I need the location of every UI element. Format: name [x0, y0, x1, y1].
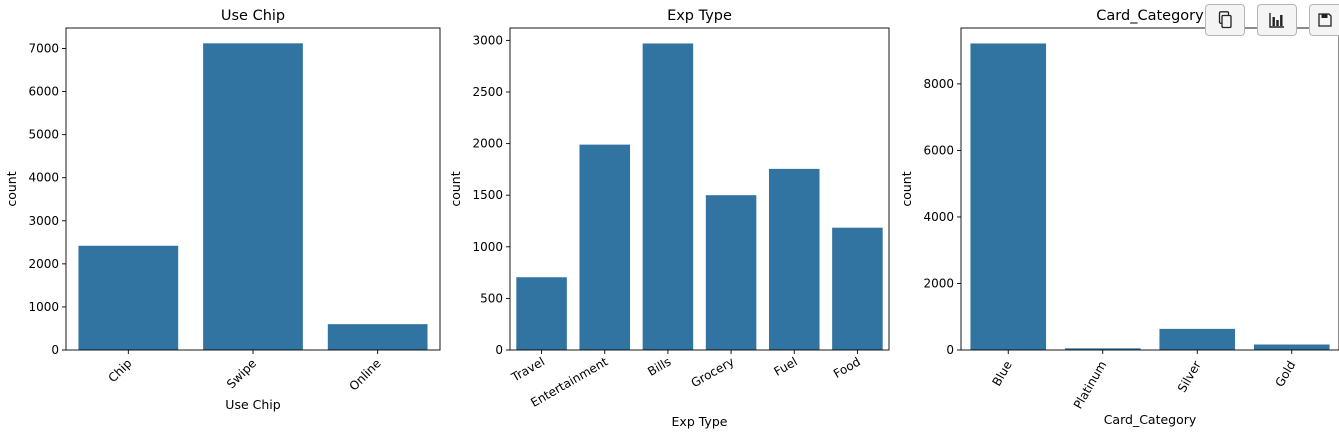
y-tick-label: 5000	[28, 128, 59, 142]
bar-chip	[78, 245, 179, 350]
y-tick-label: 8000	[923, 77, 954, 91]
y-tick-label: 0	[495, 343, 503, 357]
y-tick-label: 500	[480, 291, 503, 305]
chart-title: Use Chip	[221, 8, 285, 24]
y-tick-label: 7000	[28, 42, 59, 56]
bar-platinum	[1064, 348, 1141, 350]
plot-frame	[509, 27, 890, 351]
save-button[interactable]	[1309, 4, 1339, 36]
bar-blue	[970, 43, 1047, 350]
y-tick-label: 3000	[28, 214, 59, 228]
chart-title: Card_Category	[1096, 8, 1204, 24]
y-tick-label: 2000	[28, 257, 59, 271]
plot-frame	[960, 27, 1339, 351]
bar-gold	[1253, 344, 1330, 350]
bar-swipe	[203, 43, 303, 350]
y-tick-label: 1500	[472, 188, 503, 202]
x-axis-label: Use Chip	[225, 397, 280, 412]
x-tick-label-platinum: Platinum	[1071, 359, 1110, 412]
x-axis-label: Card_Category	[1104, 412, 1197, 427]
bar-chart-icon	[1269, 12, 1285, 28]
bar-entertainment	[579, 144, 631, 350]
y-tick-label: 1000	[472, 240, 503, 254]
x-tick-label-food: Food	[831, 354, 863, 381]
bar-bills	[642, 43, 694, 350]
bar-online	[327, 324, 428, 350]
chart-panel-1: 0 1000 2000 3000 4000 5000 6000 7000 Chip Swipe On…	[4, 8, 441, 412]
y-tick-label: 6000	[923, 143, 954, 157]
bar-silver	[1159, 328, 1236, 350]
x-tick-label-gold: Gold	[1272, 359, 1298, 390]
x-axis-label: Exp Type	[672, 414, 728, 429]
y-tick-label: 4000	[28, 171, 59, 185]
x-tick-label-grocery: Grocery	[689, 354, 737, 390]
y-axis-label: count	[4, 171, 19, 206]
bar-chart-button[interactable]	[1257, 4, 1297, 36]
output-toolbar	[1205, 4, 1339, 36]
y-tick-label: 0	[946, 343, 954, 357]
x-tick-label-blue: Blue	[989, 359, 1014, 389]
bar-grocery	[705, 195, 757, 350]
save-icon	[1317, 13, 1332, 27]
x-tick-label-travel: Travel	[508, 354, 547, 384]
x-tick-label-swipe: Swipe	[224, 356, 259, 391]
y-tick-label: 1000	[28, 300, 59, 314]
x-tick-label-fuel: Fuel	[771, 354, 799, 378]
bar-fuel	[768, 168, 820, 350]
copy-button[interactable]	[1205, 4, 1245, 36]
x-tick-label-chip: Chip	[106, 356, 135, 385]
chart-panel-2: 050010001500200025003000TravelEntertainm…	[448, 8, 890, 429]
y-tick-label: 2500	[472, 85, 503, 99]
y-tick-label: 2000	[923, 276, 954, 290]
y-tick-label: 3000	[472, 33, 503, 47]
chart-title: Exp Type	[667, 8, 732, 24]
y-tick-label: 4000	[923, 210, 954, 224]
x-tick-label-bills: Bills	[645, 354, 673, 378]
y-tick-label: 0	[51, 343, 59, 357]
y-tick-label: 6000	[28, 85, 59, 99]
copy-icon	[1217, 11, 1233, 29]
chart-panel-3: 0 2000 4000 6000 8000 Blue Platinum Silver Gold C…	[899, 8, 1339, 427]
bar-food	[832, 227, 883, 350]
y-tick-label: 2000	[472, 137, 503, 151]
bar-travel	[516, 277, 567, 350]
x-tick-label-online: Online	[347, 356, 384, 393]
y-axis-label: count	[448, 171, 463, 206]
y-axis-label: count	[899, 171, 914, 206]
x-tick-label-silver: Silver	[1175, 358, 1204, 394]
